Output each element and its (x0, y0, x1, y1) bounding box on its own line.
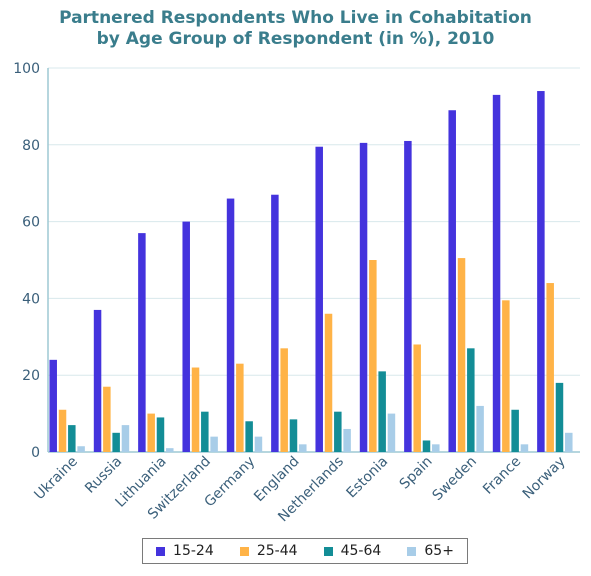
bar-spain-45-64 (422, 440, 431, 452)
bar-england-15-24 (271, 194, 279, 452)
legend-swatch-45-64 (323, 546, 333, 556)
y-tick-label-100: 100 (13, 61, 40, 77)
bar-switzerland-15-24 (182, 221, 190, 452)
bar-sweden-65plus (476, 405, 484, 452)
bar-france-65plus (520, 444, 529, 452)
bar-sweden-45-64 (467, 348, 475, 452)
bar-russia-15-24 (93, 309, 102, 452)
bar-norway-65plus (565, 432, 573, 452)
bar-england-25-44 (280, 348, 288, 452)
bar-norway-45-64 (555, 382, 564, 452)
bar-switzerland-45-64 (201, 411, 209, 452)
bar-netherlands-15-24 (315, 146, 323, 452)
bar-russia-65plus (121, 425, 130, 452)
chart-title-line2: by Age Group of Respondent (in %), 2010 (96, 29, 495, 49)
chart-title-line1: Partnered Respondents Who Live in Cohabi… (59, 8, 532, 28)
bar-switzerland-25-44 (191, 367, 200, 452)
legend-label-65plus: 65+ (424, 543, 454, 559)
bar-germany-25-44 (236, 363, 244, 452)
bar-lithuania-65plus (166, 448, 174, 452)
bar-estonia-25-44 (369, 260, 377, 452)
bar-germany-65plus (254, 436, 263, 452)
bar-england-45-64 (289, 419, 298, 452)
bar-switzerland-65plus (210, 436, 218, 452)
bar-spain-15-24 (404, 140, 412, 452)
bar-russia-45-64 (112, 432, 120, 452)
x-tick-label-spain: Spain (397, 454, 436, 493)
x-tick-label-sweden: Sweden (430, 454, 480, 504)
bar-sweden-25-44 (457, 258, 466, 452)
x-tick-label-russia: Russia (82, 454, 125, 497)
bar-ukraine-25-44 (58, 409, 67, 452)
bar-spain-25-44 (413, 344, 421, 452)
y-tick-label-40: 40 (22, 291, 40, 307)
bar-netherlands-25-44 (324, 313, 333, 452)
legend-swatch-25-44 (239, 546, 249, 556)
legend-swatch-15-24 (156, 546, 166, 556)
y-tick-label-0: 0 (31, 445, 40, 461)
bar-france-25-44 (502, 300, 510, 452)
legend-label-15-24: 15-24 (173, 543, 214, 559)
legend-swatch-65plus (407, 546, 417, 556)
bar-norway-15-24 (537, 91, 545, 452)
x-tick-label-norway: Norway (520, 454, 569, 503)
y-tick-label-80: 80 (22, 138, 40, 154)
legend-label-45-64: 45-64 (340, 543, 382, 559)
chart-title: Partnered Respondents Who Live in Cohabi… (0, 8, 591, 50)
bar-ukraine-15-24 (49, 359, 57, 452)
legend-label-25-44: 25-44 (256, 543, 298, 559)
legend: 15-24 25-44 45-64 65+ (142, 538, 468, 564)
bar-england-65plus (299, 444, 307, 452)
bar-estonia-65plus (387, 413, 396, 452)
bar-estonia-45-64 (378, 371, 386, 452)
legend-item-15-24: 15-24 (156, 543, 214, 559)
x-tick-label-estonia: Estonia (344, 454, 392, 502)
bar-netherlands-65plus (343, 428, 351, 452)
bar-france-45-64 (511, 409, 519, 452)
bar-france-15-24 (492, 94, 501, 452)
bar-germany-15-24 (226, 198, 235, 452)
legend-item-45-64: 45-64 (323, 543, 382, 559)
legend-item-25-44: 25-44 (239, 543, 298, 559)
bar-germany-45-64 (245, 421, 253, 452)
y-tick-label-60: 60 (22, 215, 40, 231)
legend-item-65plus: 65+ (407, 543, 454, 559)
y-tick-label-20: 20 (22, 368, 40, 384)
bar-lithuania-15-24 (138, 233, 146, 452)
bar-sweden-15-24 (448, 110, 456, 453)
bar-lithuania-25-44 (147, 413, 155, 452)
bar-ukraine-45-64 (68, 425, 76, 452)
bar-ukraine-65plus (77, 446, 85, 452)
bar-norway-25-44 (546, 283, 554, 452)
bar-lithuania-45-64 (156, 417, 165, 452)
bar-russia-25-44 (103, 386, 111, 452)
x-tick-label-france: France (480, 454, 524, 498)
bar-netherlands-45-64 (334, 411, 342, 452)
bar-estonia-15-24 (359, 142, 368, 452)
bar-spain-65plus (432, 444, 440, 452)
